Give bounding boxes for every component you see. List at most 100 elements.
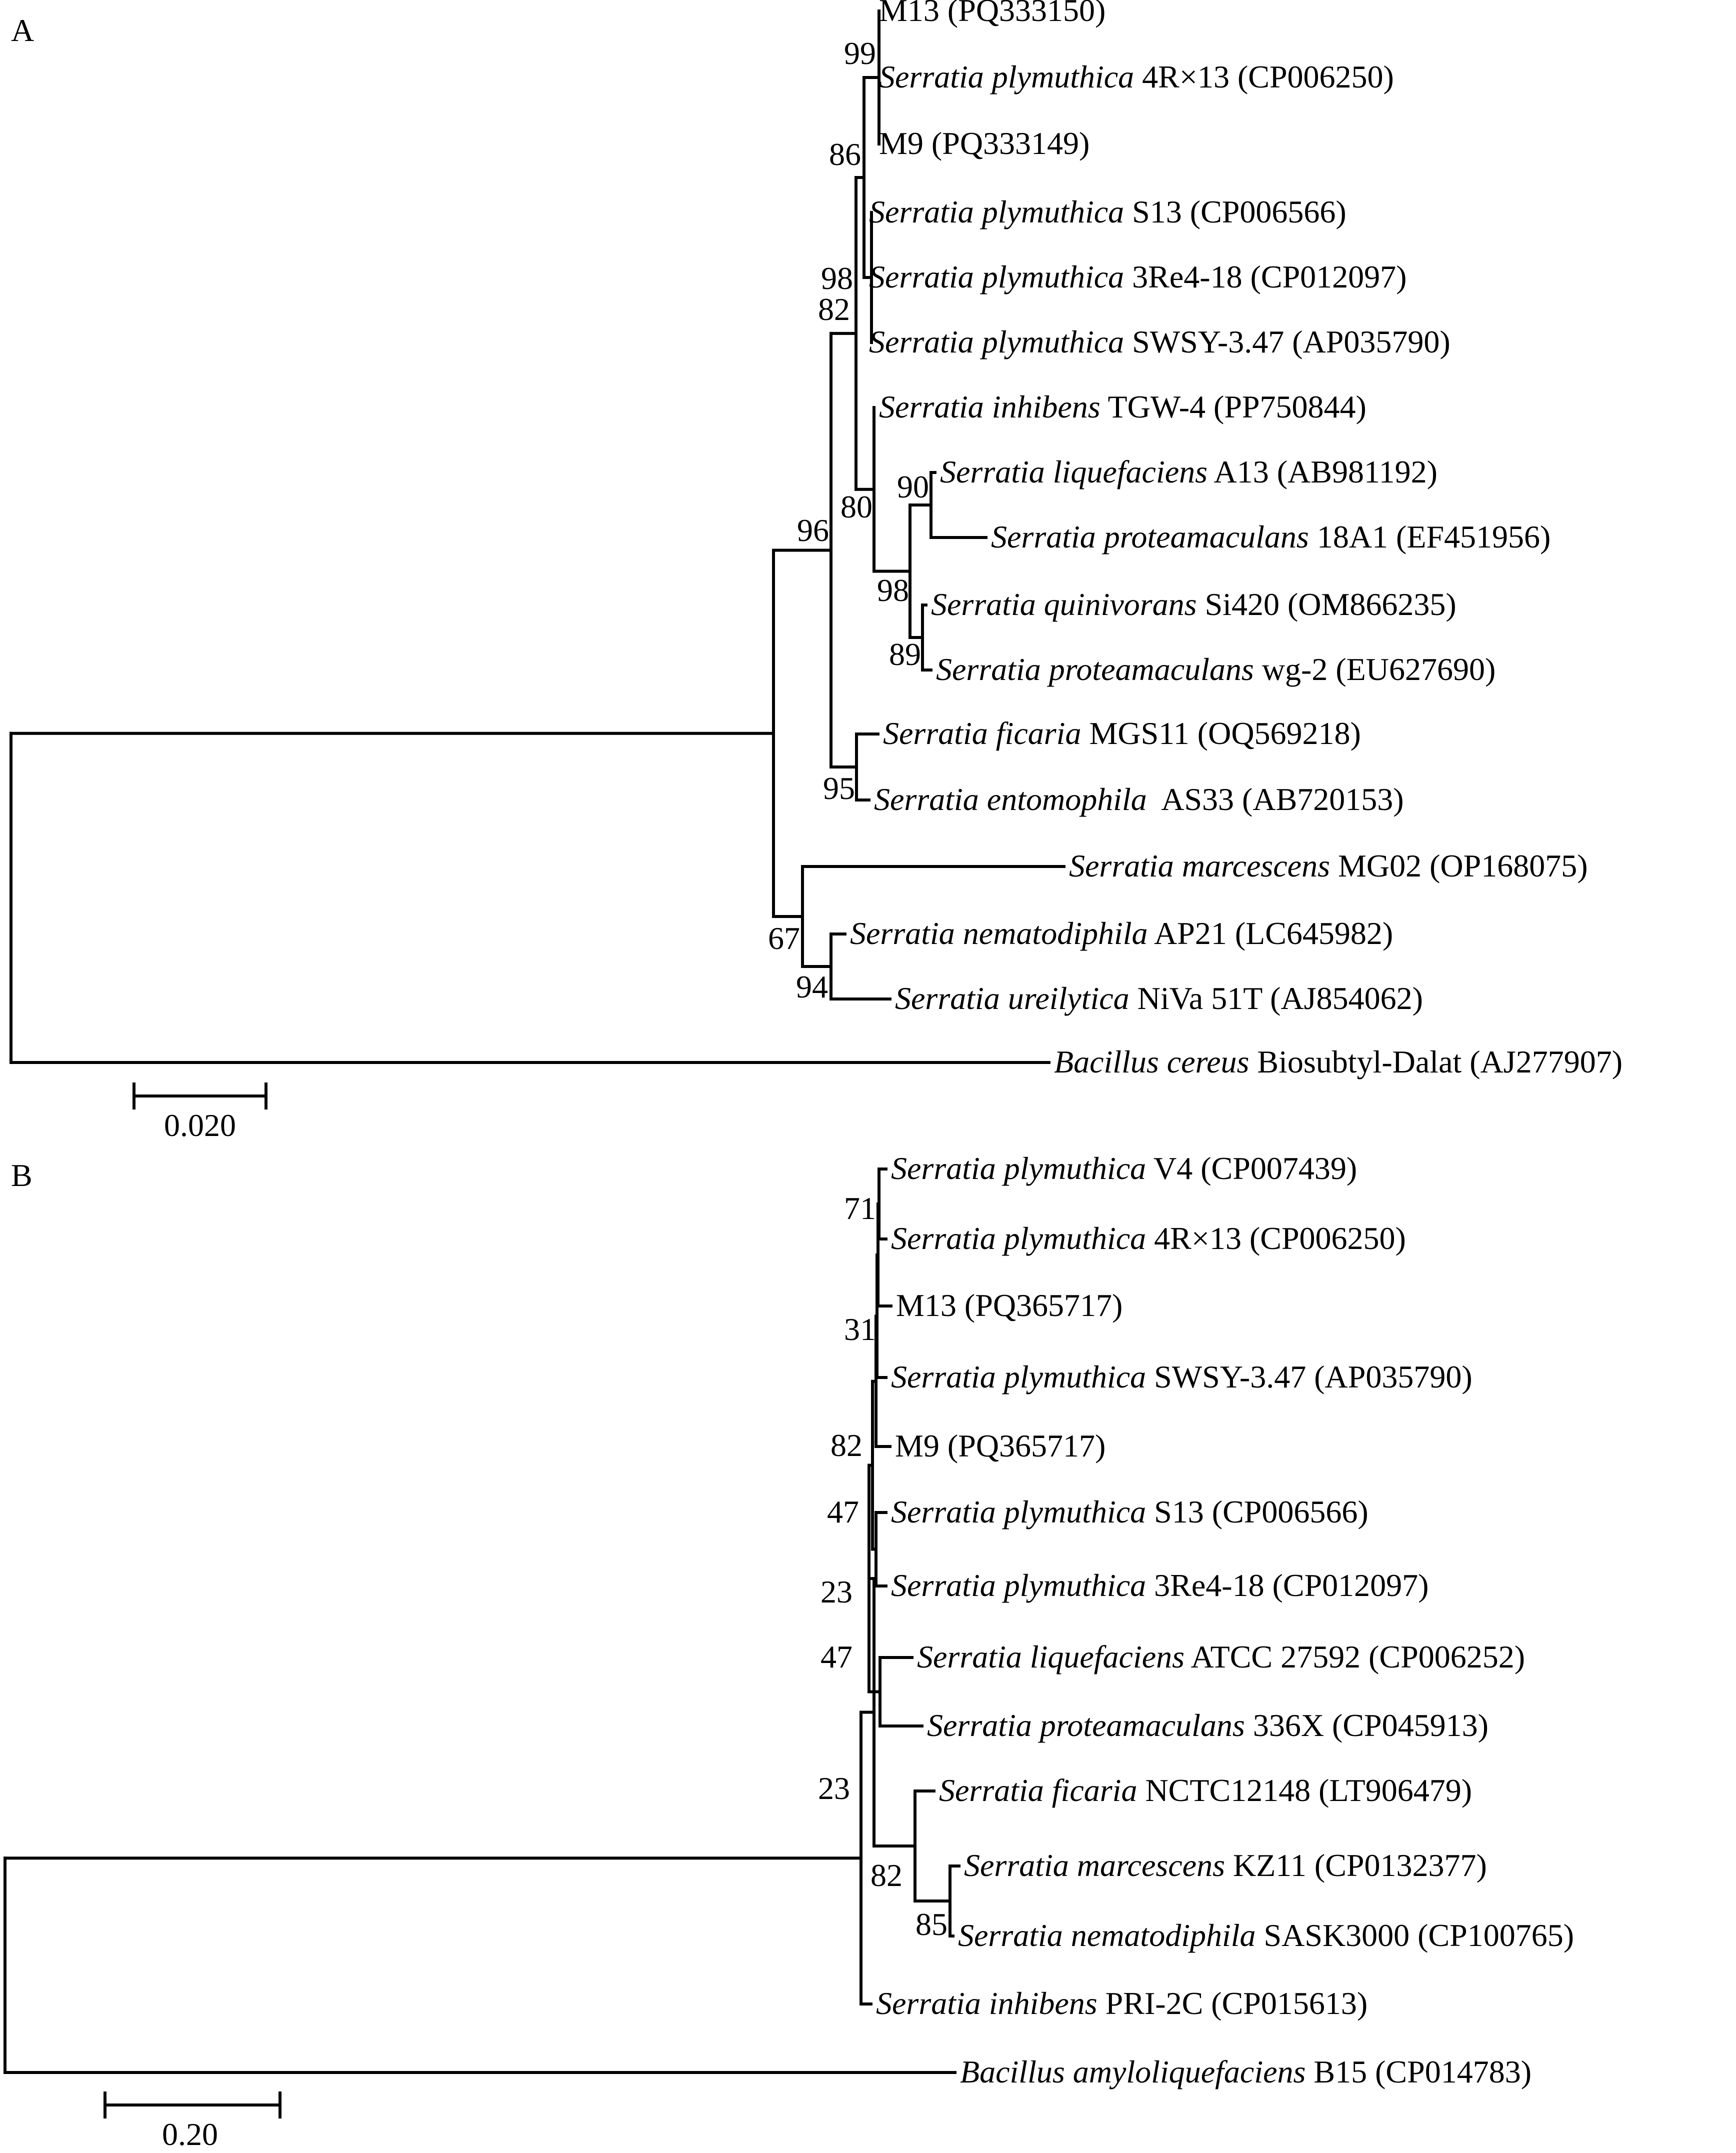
taxon-strain: SWSY-3.47 (AP035790) — [1146, 1359, 1472, 1394]
taxon-species: Serratia ureilytica — [895, 980, 1130, 1016]
taxon-species: Serratia quinivorans — [931, 586, 1197, 622]
taxon-species: Serratia proteamaculans — [936, 652, 1254, 687]
taxon-label: Bacillus cereus Biosubtyl-Dalat (AJ27790… — [1054, 1044, 1622, 1080]
bootstrap-value: 31 — [844, 1312, 876, 1347]
taxon-species: Bacillus amyloliquefaciens — [960, 2054, 1306, 2090]
taxon-strain: ATCC 27592 (CP006252) — [1184, 1639, 1525, 1674]
taxon-label: Serratia nematodiphila SASK3000 (CP10076… — [958, 1918, 1574, 1953]
taxon-label: Serratia plymuthica 3Re4-18 (CP012097) — [869, 259, 1406, 294]
taxon-species: Serratia inhibens — [876, 1986, 1098, 2021]
taxon-label: Serratia marcescens KZ11 (CP0132377) — [964, 1848, 1487, 1883]
bootstrap-value: 90 — [897, 469, 929, 504]
bootstrap-value: 67 — [768, 920, 800, 956]
taxon-species: Serratia plymuthica — [869, 324, 1124, 360]
taxon-species: Bacillus cereus — [1054, 1044, 1249, 1080]
taxon-strain: S13 (CP006566) — [1146, 1494, 1368, 1530]
taxon-species: Serratia plymuthica — [879, 59, 1134, 94]
scale-bar: 0.020 — [132, 1082, 268, 1143]
taxon-label: Serratia quinivorans Si420 (OM866235) — [931, 586, 1456, 622]
taxon-species: Serratia plymuthica — [891, 1494, 1146, 1530]
taxon-strain: 3Re4-18 (CP012097) — [1146, 1568, 1428, 1603]
bootstrap-value: 94 — [796, 969, 828, 1004]
taxon-strain: M9 (PQ333149) — [879, 126, 1090, 161]
taxon-label: Serratia plymuthica V4 (CP007439) — [891, 1150, 1357, 1186]
taxon-species: Serratia proteamaculans — [991, 519, 1309, 554]
bootstrap-value: 47 — [820, 1639, 852, 1674]
bootstrap-value: 23 — [818, 1770, 850, 1806]
taxon-species: Serratia ficaria — [939, 1772, 1137, 1808]
bootstrap-value: 99 — [844, 36, 876, 71]
taxon-label: Serratia nematodiphila AP21 (LC645982) — [850, 916, 1393, 951]
taxon-label: Serratia proteamaculans 18A1 (EF451956) — [991, 519, 1550, 554]
taxon-strain: MGS11 (OQ569218) — [1081, 716, 1360, 751]
bootstrap-value: 82 — [870, 1858, 902, 1893]
taxon-species: Serratia ficaria — [883, 716, 1081, 751]
taxon-species: Serratia proteamaculans — [927, 1708, 1245, 1743]
taxon-label: Serratia plymuthica 4R×13 (CP006250) — [879, 59, 1394, 94]
taxon-species: Serratia plymuthica — [869, 194, 1124, 230]
scale-bar: 0.20 — [104, 2092, 282, 2152]
taxon-strain: 4R×13 (CP006250) — [1146, 1220, 1406, 1256]
taxon-strain: 18A1 (EF451956) — [1309, 519, 1551, 554]
taxon-label: Serratia inhibens TGW-4 (PP750844) — [879, 389, 1366, 424]
taxon-species: Serratia plymuthica — [891, 1568, 1146, 1603]
bootstrap-value: 82 — [830, 1428, 862, 1463]
taxon-label: Serratia ficaria MGS11 (OQ569218) — [883, 716, 1361, 751]
taxon-species: Serratia liquefaciens — [940, 454, 1208, 490]
taxon-strain: NCTC12148 (LT906479) — [1137, 1772, 1472, 1808]
taxon-strain: 3Re4-18 (CP012097) — [1124, 259, 1406, 294]
taxon-strain: A13 (AB981192) — [1208, 454, 1438, 490]
taxon-strain: MG02 (OP168075) — [1330, 848, 1588, 884]
taxon-strain: wg-2 (EU627690) — [1254, 652, 1496, 687]
taxon-strain: B15 (CP014783) — [1306, 2054, 1532, 2090]
taxon-strain: Si420 (OM866235) — [1197, 586, 1456, 622]
taxon-strain: Biosubtyl-Dalat (AJ277907) — [1249, 1044, 1622, 1080]
taxon-label: M9 (PQ365717) — [895, 1428, 1106, 1464]
taxon-species: Serratia nematodiphila — [958, 1918, 1256, 1953]
taxon-species: Serratia plymuthica — [891, 1359, 1146, 1394]
taxon-species: Serratia plymuthica — [891, 1220, 1146, 1256]
taxon-label: M9 (PQ333149) — [879, 126, 1090, 161]
taxon-strain: S13 (CP006566) — [1124, 194, 1346, 230]
taxon-strain: KZ11 (CP0132377) — [1225, 1848, 1487, 1883]
taxon-label: Serratia proteamaculans wg-2 (EU627690) — [936, 652, 1496, 687]
bootstrap-value: 86 — [829, 136, 861, 172]
taxon-label: Serratia ureilytica NiVa 51T (AJ854062) — [895, 980, 1423, 1016]
taxon-label: Serratia proteamaculans 336X (CP045913) — [927, 1708, 1488, 1743]
taxon-label: Serratia liquefaciens ATCC 27592 (CP0062… — [917, 1639, 1525, 1674]
taxon-label: Serratia plymuthica 4R×13 (CP006250) — [891, 1220, 1406, 1256]
taxon-species: Serratia marcescens — [1069, 848, 1330, 884]
bootstrap-value: 98 — [877, 572, 909, 608]
tree-panel-b: Serratia plymuthica V4 (CP007439)Serrati… — [4, 1150, 1574, 2152]
taxon-label: Serratia plymuthica S13 (CP006566) — [869, 194, 1346, 230]
taxon-strain: M13 (PQ365717) — [896, 1288, 1122, 1323]
taxon-species: Serratia inhibens — [879, 389, 1100, 424]
taxon-label: M13 (PQ333150) — [879, 0, 1106, 28]
tree-panel-a: M13 (PQ333150) Serratia plymuthica 4R×13 … — [10, 0, 1622, 1143]
bootstrap-value: 80 — [840, 489, 872, 524]
taxon-strain: SWSY-3.47 (AP035790) — [1124, 324, 1450, 360]
bootstrap-value: 95 — [823, 770, 855, 806]
taxon-label: M13 (PQ365717) — [896, 1288, 1122, 1323]
bootstrap-value: 89 — [889, 636, 921, 672]
taxon-species: Serratia plymuthica — [891, 1150, 1146, 1186]
panel-b-label: B — [11, 1158, 32, 1193]
taxon-strain: NiVa 51T (AJ854062) — [1130, 980, 1423, 1016]
bootstrap-value: 71 — [844, 1190, 876, 1226]
taxon-label: Serratia inhibens PRI-2C (CP015613) — [876, 1986, 1368, 2021]
taxon-strain: M13 (PQ333150) — [879, 0, 1106, 28]
taxon-species: Serratia liquefaciens — [917, 1639, 1184, 1674]
bootstrap-value: 82 — [818, 292, 850, 327]
taxon-species: Serratia marcescens — [964, 1848, 1225, 1883]
taxon-strain: AS33 (AB720153) — [1147, 782, 1404, 817]
bootstrap-value: 85 — [916, 1906, 948, 1942]
taxon-label: Serratia liquefaciens A13 (AB981192) — [940, 454, 1438, 490]
bootstrap-value: 23 — [820, 1574, 852, 1610]
taxon-strain: AP21 (LC645982) — [1148, 916, 1394, 951]
panel-a-label: A — [11, 12, 34, 48]
taxon-species: Serratia entomophila — [874, 782, 1147, 817]
taxon-strain: SASK3000 (CP100765) — [1256, 1918, 1574, 1953]
taxon-label: Serratia plymuthica S13 (CP006566) — [891, 1494, 1368, 1530]
taxon-strain: 336X (CP045913) — [1245, 1708, 1488, 1743]
bootstrap-value: 47 — [827, 1494, 859, 1530]
